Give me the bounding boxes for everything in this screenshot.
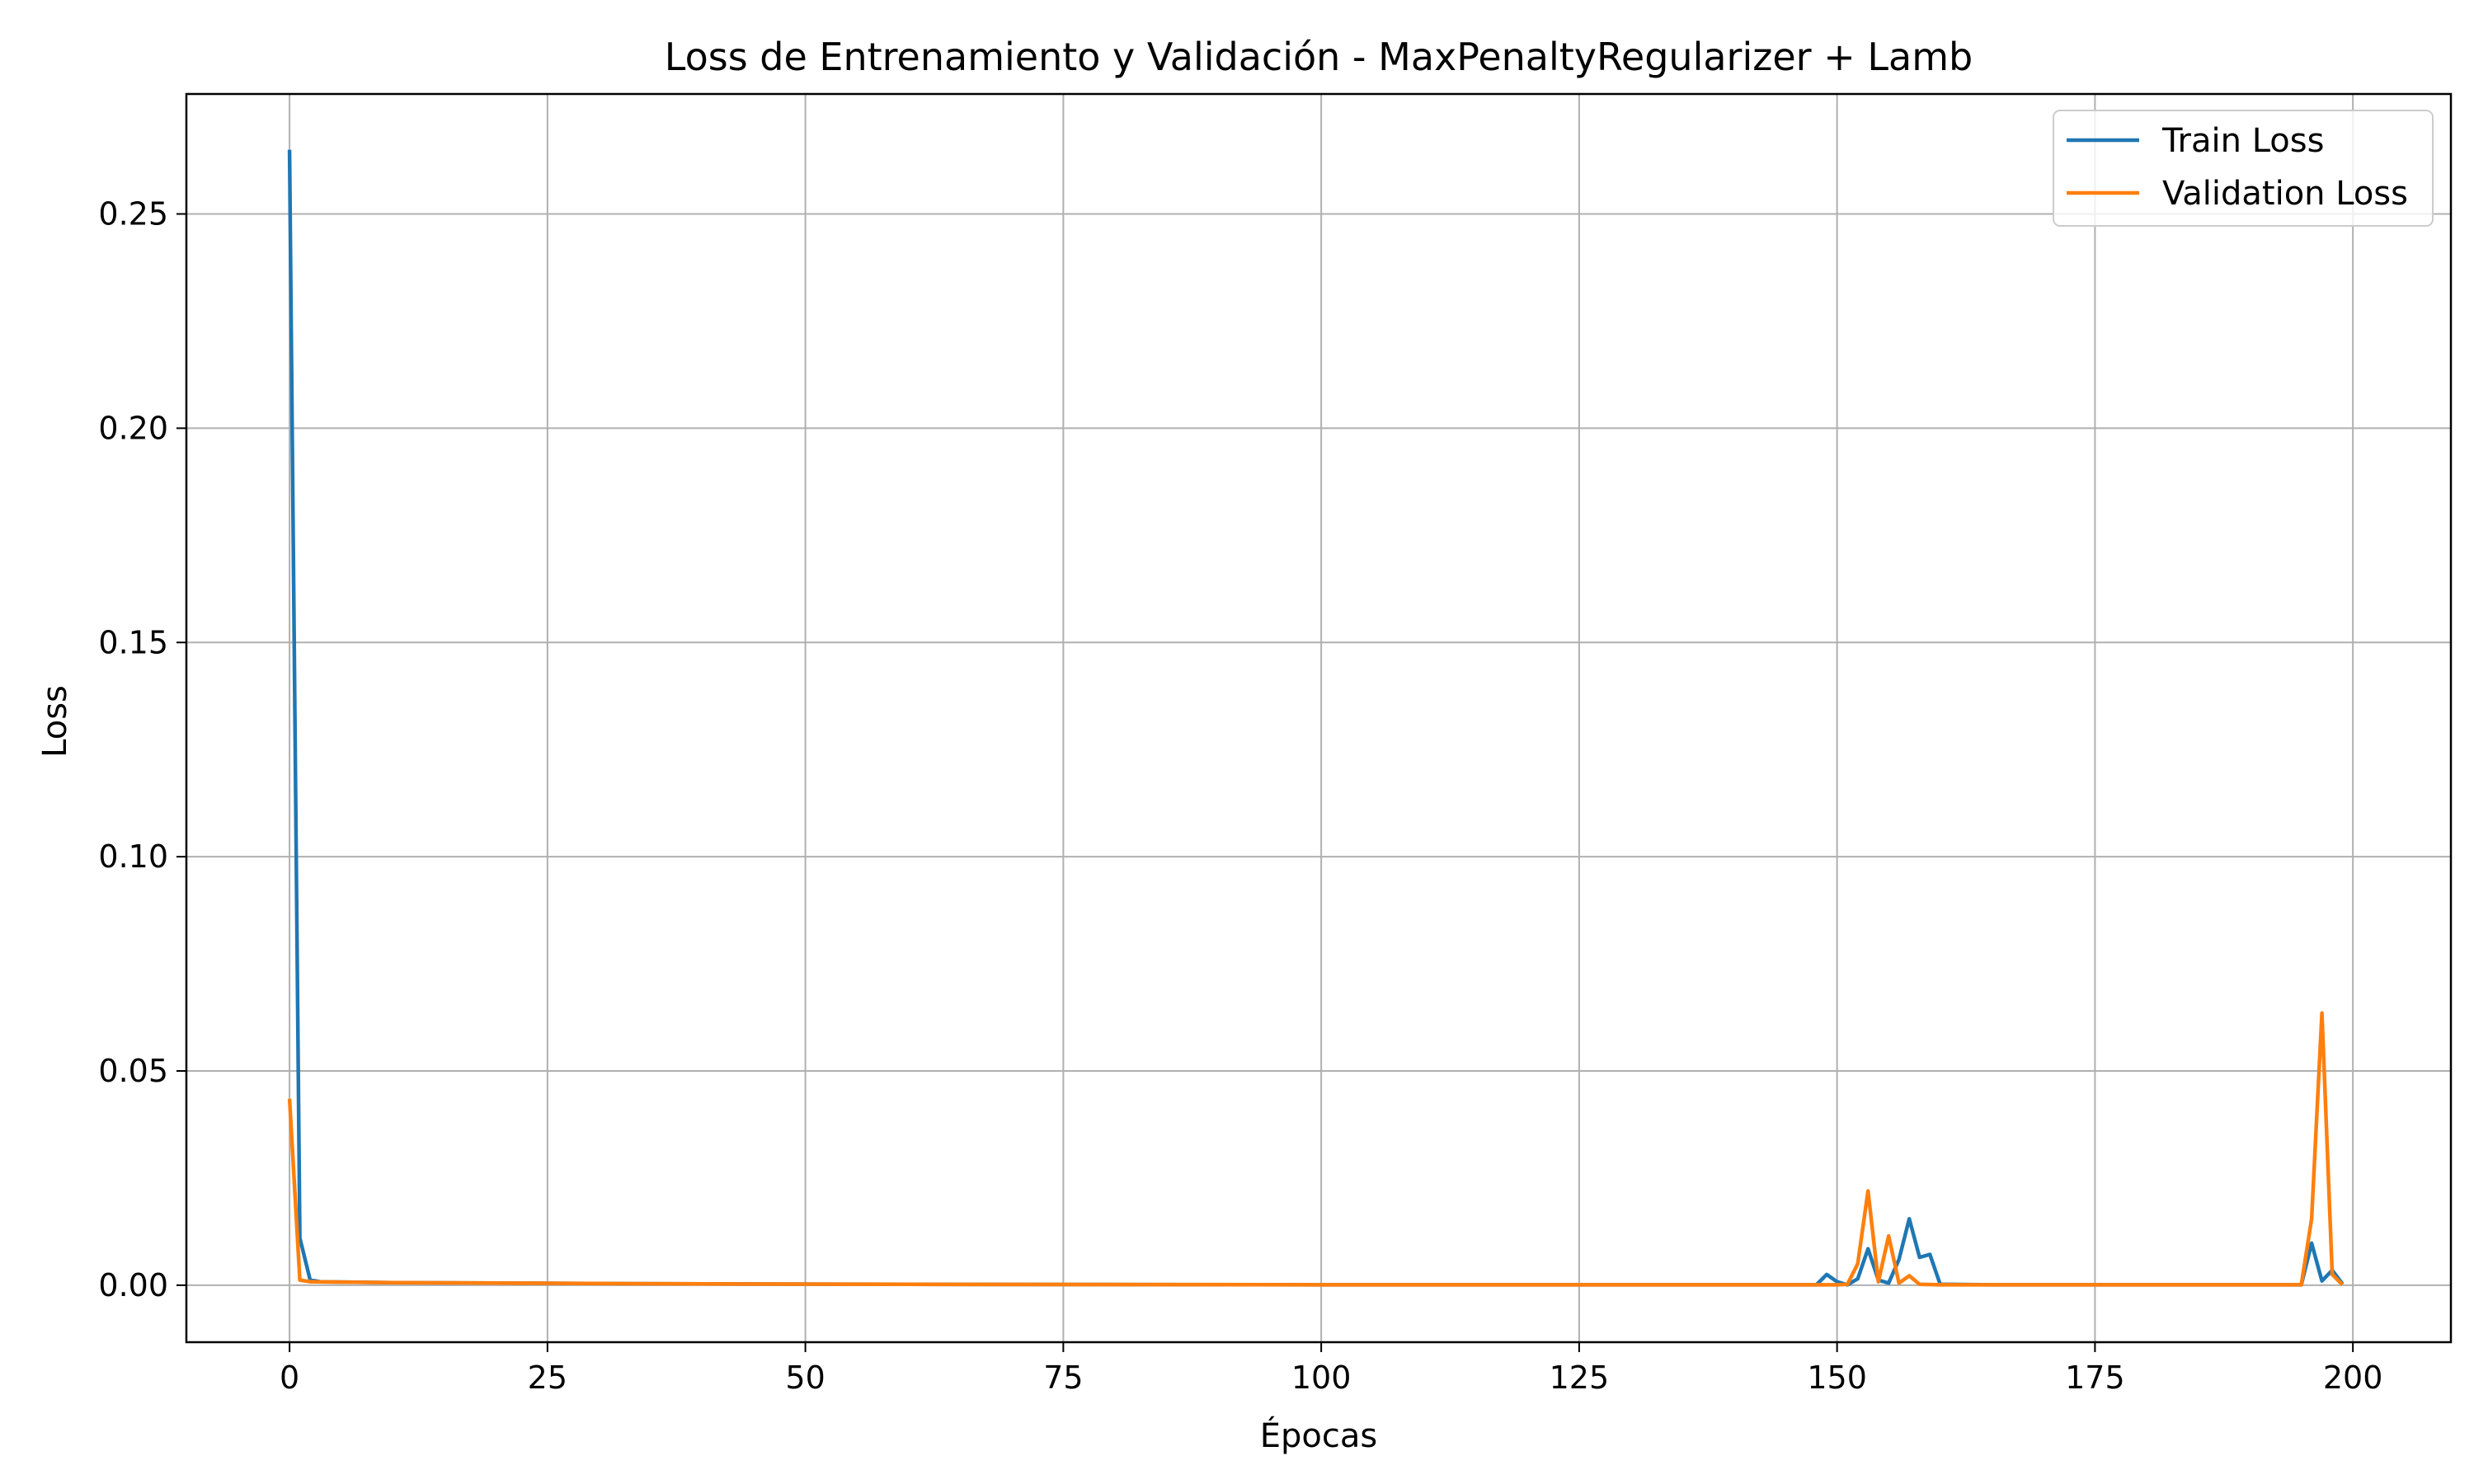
legend-label: Validation Loss bbox=[2162, 175, 2408, 213]
y-tick-label: 0.15 bbox=[98, 624, 168, 660]
x-tick-label: 200 bbox=[2323, 1360, 2383, 1396]
x-tick-label: 25 bbox=[528, 1360, 567, 1396]
plot-area-frame bbox=[185, 92, 2453, 1344]
y-axis-label: Loss bbox=[36, 685, 74, 758]
grid-lines bbox=[186, 94, 2451, 1342]
y-tick-label: 0.10 bbox=[98, 838, 168, 875]
x-tick-label: 50 bbox=[785, 1360, 825, 1396]
axis-ticks: 0 25 50 75 100 125 150 175 200 0.00 0.05 0.10 0.15 0.… bbox=[98, 196, 2382, 1396]
legend: Train Loss Validation Loss bbox=[2053, 110, 2434, 227]
y-tick-label: 0.25 bbox=[98, 196, 168, 232]
legend-box bbox=[2053, 110, 2434, 227]
x-tick-label: 0 bbox=[280, 1360, 299, 1396]
series-line-train-loss bbox=[287, 149, 2345, 1287]
x-axis-label: Épocas bbox=[1260, 1416, 1377, 1455]
x-tick-label: 175 bbox=[2065, 1360, 2125, 1396]
y-tick-label: 0.20 bbox=[98, 410, 168, 446]
series-lines bbox=[287, 149, 2345, 1287]
chart-title: Loss de Entrenamiento y Validación - Max… bbox=[665, 35, 1973, 79]
series-line-validation-loss bbox=[287, 1011, 2345, 1287]
y-tick-label: 0.00 bbox=[98, 1267, 168, 1303]
y-tick-label: 0.05 bbox=[98, 1053, 168, 1089]
x-tick-label: 150 bbox=[1807, 1360, 1867, 1396]
x-tick-label: 100 bbox=[1291, 1360, 1352, 1396]
x-tick-label: 75 bbox=[1043, 1360, 1083, 1396]
x-tick-label: 125 bbox=[1550, 1360, 1610, 1396]
legend-label: Train Loss bbox=[2161, 122, 2324, 160]
